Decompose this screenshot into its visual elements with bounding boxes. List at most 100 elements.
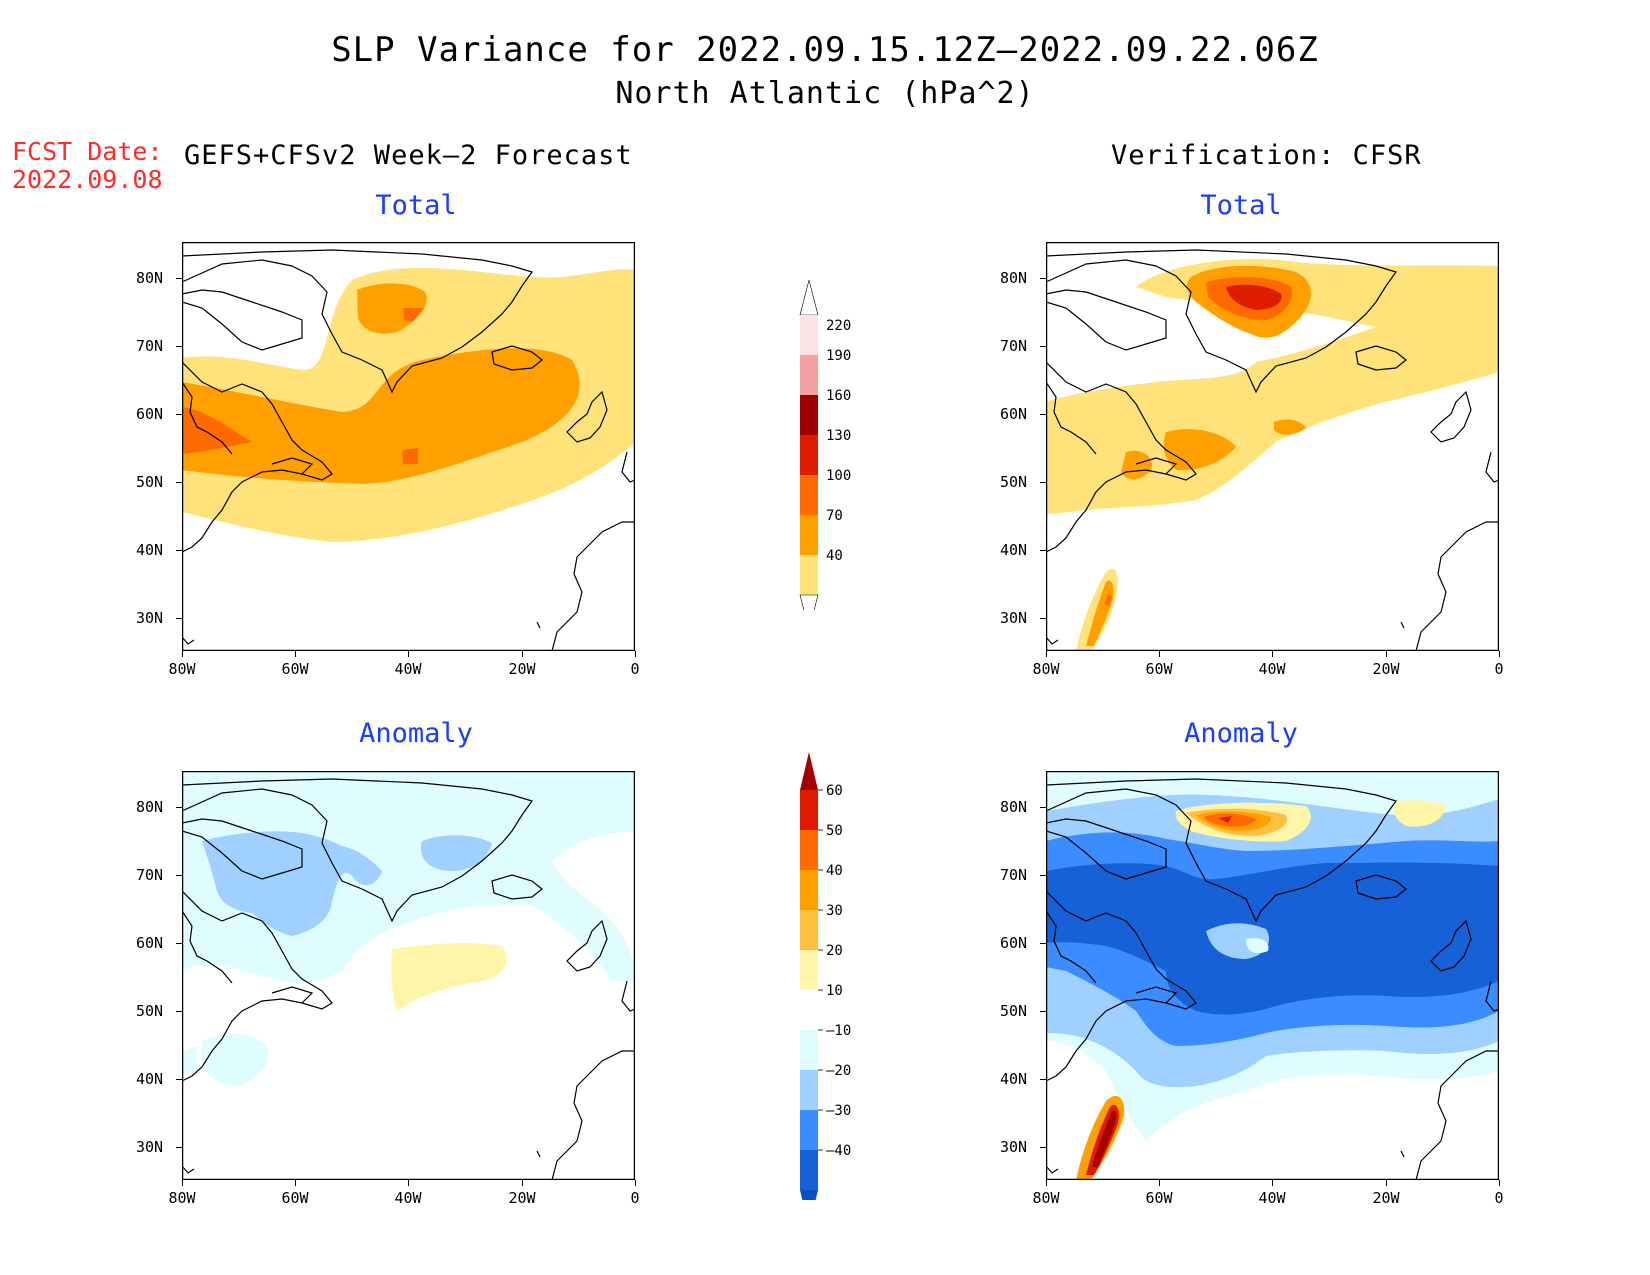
lat-tick-label: 80N bbox=[1000, 269, 1028, 287]
total-100-130-shading-small bbox=[402, 448, 418, 464]
colorbar-anomaly-label: 10 bbox=[826, 983, 843, 999]
lat-tick-label: 80N bbox=[1000, 798, 1028, 816]
lat-tick-mark bbox=[176, 414, 182, 415]
lat-tick-label: 30N bbox=[136, 1138, 164, 1156]
lat-tick-label: 50N bbox=[136, 473, 164, 491]
lat-tick-label: 50N bbox=[1000, 473, 1028, 491]
lon-tick-mark bbox=[1499, 651, 1500, 657]
colorbar-total-label: 40 bbox=[826, 548, 843, 564]
lat-tick-label: 30N bbox=[1000, 1138, 1028, 1156]
lat-tick-mark bbox=[1040, 1147, 1046, 1148]
colorbar-anomaly-label: –30 bbox=[826, 1103, 851, 1119]
lat-tick-label: 80N bbox=[136, 269, 164, 287]
lon-tick-mark bbox=[408, 651, 409, 657]
lon-tick-label: 60W bbox=[281, 660, 309, 678]
lat-tick-label: 50N bbox=[136, 1002, 164, 1020]
forecast-column-title: GEFS+CFSv2 Week–2 Forecast bbox=[184, 140, 633, 171]
lon-tick-mark bbox=[295, 1180, 296, 1186]
lat-tick-mark bbox=[1040, 482, 1046, 483]
colorbar-anomaly-label: 20 bbox=[826, 943, 843, 959]
lon-tick-mark bbox=[408, 1180, 409, 1186]
colorbar-total-segment bbox=[800, 355, 818, 395]
colorbar-total-label: 220 bbox=[826, 318, 851, 334]
colorbar-total-segment bbox=[800, 315, 818, 355]
total-70-100-shading-east bbox=[1274, 419, 1306, 435]
colorbar-anomaly-segment bbox=[800, 910, 818, 950]
colorbar-total-segment bbox=[800, 475, 818, 515]
map-verification-total bbox=[1046, 242, 1499, 651]
map-forecast-anomaly bbox=[182, 771, 635, 1180]
lon-tick-mark bbox=[635, 1180, 636, 1186]
colorbar-anomaly-segment bbox=[800, 1070, 818, 1110]
panel-title-verification-total: Total bbox=[1200, 190, 1282, 221]
map-verification-anomaly bbox=[1046, 771, 1499, 1180]
colorbar-total-label: 100 bbox=[826, 468, 851, 484]
lat-tick-label: 30N bbox=[1000, 609, 1028, 627]
colorbar-anomaly-top-triangle bbox=[800, 752, 818, 790]
colorbar-total-label: 160 bbox=[826, 388, 851, 404]
lon-tick-label: 80W bbox=[1032, 660, 1060, 678]
anomaly-10-20-shading bbox=[391, 943, 507, 1011]
lat-tick-mark bbox=[176, 875, 182, 876]
lat-tick-label: 70N bbox=[136, 337, 164, 355]
anomaly-minus10-minus20-shading-hole bbox=[1246, 938, 1269, 954]
anomaly-positive-shading-east bbox=[1393, 800, 1446, 827]
lat-tick-mark bbox=[176, 482, 182, 483]
lon-tick-label: 0 bbox=[630, 1189, 640, 1207]
lat-tick-label: 40N bbox=[1000, 1070, 1028, 1088]
anomaly-minus20-minus30-shading bbox=[202, 831, 382, 936]
lon-tick-label: 80W bbox=[1032, 1189, 1060, 1207]
colorbar-total-label: 130 bbox=[826, 428, 851, 444]
colorbar-anomaly-segment bbox=[800, 990, 818, 1030]
lat-tick-mark bbox=[176, 278, 182, 279]
colorbar-anomaly-label: 60 bbox=[826, 783, 843, 799]
fcst-date-label: FCST Date: bbox=[12, 137, 163, 166]
lon-tick-label: 80W bbox=[168, 660, 196, 678]
gulfstream-anomaly-shading-dark bbox=[1092, 1110, 1117, 1167]
lon-tick-label: 40W bbox=[1258, 1189, 1286, 1207]
lon-tick-mark bbox=[1159, 1180, 1160, 1186]
lat-tick-mark bbox=[1040, 1011, 1046, 1012]
lon-tick-mark bbox=[1386, 1180, 1387, 1186]
colorbar-anomaly: 60 50 40 30 20 10 –10 –20 –30 –40 bbox=[795, 750, 865, 1228]
coastline bbox=[1046, 778, 1499, 1180]
colorbar-anomaly-bottom-triangle bbox=[800, 1190, 818, 1228]
colorbar-total-segment bbox=[800, 555, 818, 595]
lon-tick-mark bbox=[1272, 651, 1273, 657]
lon-tick-label: 0 bbox=[630, 660, 640, 678]
lon-tick-label: 40W bbox=[394, 660, 422, 678]
lon-tick-mark bbox=[1499, 1180, 1500, 1186]
lon-tick-mark bbox=[1386, 651, 1387, 657]
gulfstream-shading-orange bbox=[1086, 580, 1114, 646]
anomaly-minus40-shading bbox=[1046, 862, 1499, 1015]
anomaly-40-50-shading bbox=[1204, 813, 1256, 827]
lat-tick-mark bbox=[1040, 414, 1046, 415]
lon-tick-label: 20W bbox=[508, 1189, 536, 1207]
lat-tick-label: 60N bbox=[1000, 405, 1028, 423]
lon-tick-label: 20W bbox=[508, 660, 536, 678]
colorbar-total-label: 190 bbox=[826, 348, 851, 364]
lon-tick-label: 0 bbox=[1494, 660, 1504, 678]
lat-tick-label: 80N bbox=[136, 798, 164, 816]
colorbar-total-bottom-triangle bbox=[799, 594, 819, 631]
lon-tick-mark bbox=[1272, 1180, 1273, 1186]
lon-tick-mark bbox=[182, 651, 183, 657]
lat-tick-mark bbox=[176, 807, 182, 808]
colorbar-anomaly-label: 50 bbox=[826, 823, 843, 839]
lat-tick-mark bbox=[176, 618, 182, 619]
lat-tick-mark bbox=[1040, 346, 1046, 347]
colorbar-total-segment bbox=[800, 435, 818, 475]
fcst-date-value: 2022.09.08 bbox=[12, 165, 163, 194]
colorbar-anomaly-segment bbox=[800, 1150, 818, 1190]
lon-tick-label: 20W bbox=[1372, 1189, 1400, 1207]
lat-tick-mark bbox=[1040, 278, 1046, 279]
colorbar-anomaly-segment bbox=[800, 1030, 818, 1070]
verification-column-title: Verification: CFSR bbox=[1111, 140, 1422, 171]
total-70-100-shading bbox=[182, 348, 580, 484]
total-100-130-shading bbox=[182, 407, 252, 454]
lon-tick-label: 20W bbox=[1372, 660, 1400, 678]
total-40-70-shading bbox=[1046, 259, 1499, 514]
anomaly-50-60-shading bbox=[1218, 816, 1232, 823]
lat-tick-label: 50N bbox=[1000, 1002, 1028, 1020]
lat-tick-mark bbox=[1040, 1079, 1046, 1080]
